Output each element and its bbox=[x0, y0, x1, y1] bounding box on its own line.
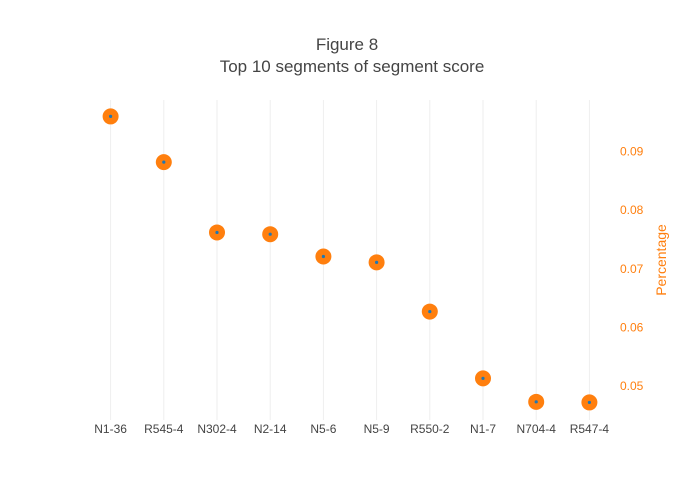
y-tick-label: 0.07 bbox=[620, 262, 644, 276]
data-point-n5-6[interactable] bbox=[315, 248, 332, 265]
data-point-r547-4[interactable] bbox=[581, 394, 598, 411]
data-point-center-dot bbox=[481, 376, 485, 380]
y-tick-label: 0.05 bbox=[620, 379, 644, 393]
data-point-n1-36[interactable] bbox=[102, 108, 119, 125]
x-tick-label: N1-7 bbox=[470, 422, 496, 436]
data-point-n1-7[interactable] bbox=[475, 370, 491, 387]
data-point-r545-4[interactable] bbox=[155, 154, 172, 171]
x-tick-label: N2-14 bbox=[254, 422, 287, 436]
data-point-n5-9[interactable] bbox=[368, 254, 385, 271]
data-point-center-dot bbox=[109, 114, 113, 119]
y-axis-ticks: 0.05 0.06 0.07 0.08 0.09 bbox=[620, 145, 644, 393]
y-tick-label: 0.06 bbox=[620, 320, 644, 334]
chart-subtitle: Top 10 segments of segment score bbox=[220, 57, 485, 76]
data-point-center-dot bbox=[534, 400, 538, 404]
data-point-center-dot bbox=[428, 309, 432, 314]
x-tick-label: N1-36 bbox=[94, 422, 127, 436]
x-tick-label: R545-4 bbox=[144, 422, 184, 436]
y-tick-label: 0.09 bbox=[620, 145, 644, 159]
x-tick-label: N5-9 bbox=[364, 422, 390, 436]
data-point-center-dot bbox=[321, 254, 325, 259]
x-tick-label: N302-4 bbox=[197, 422, 237, 436]
x-gridlines bbox=[110, 100, 590, 420]
y-axis-label: Percentage bbox=[653, 224, 669, 296]
x-tick-label: N704-4 bbox=[517, 422, 557, 436]
data-point-center-dot bbox=[162, 160, 166, 164]
data-point-n704-4[interactable] bbox=[528, 393, 545, 410]
x-tick-label: R550-2 bbox=[410, 422, 450, 436]
data-points bbox=[102, 108, 598, 411]
chart-title: Figure 8 bbox=[316, 35, 378, 54]
data-point-center-dot bbox=[375, 260, 379, 264]
data-point-center-dot bbox=[215, 230, 219, 235]
data-point-center-dot bbox=[268, 232, 272, 236]
x-tick-label: R547-4 bbox=[570, 422, 610, 436]
y-tick-label: 0.08 bbox=[620, 203, 644, 217]
data-point-n302-4[interactable] bbox=[209, 224, 225, 241]
x-axis-ticks: N1-36 R545-4 N302-4 N2-14 N5-6 N5-9 R550-2 N1-7… bbox=[94, 422, 609, 436]
x-tick-label: N5-6 bbox=[310, 422, 336, 436]
data-point-n2-14[interactable] bbox=[262, 226, 279, 243]
data-point-r550-2[interactable] bbox=[421, 303, 438, 320]
data-point-center-dot bbox=[587, 400, 592, 405]
